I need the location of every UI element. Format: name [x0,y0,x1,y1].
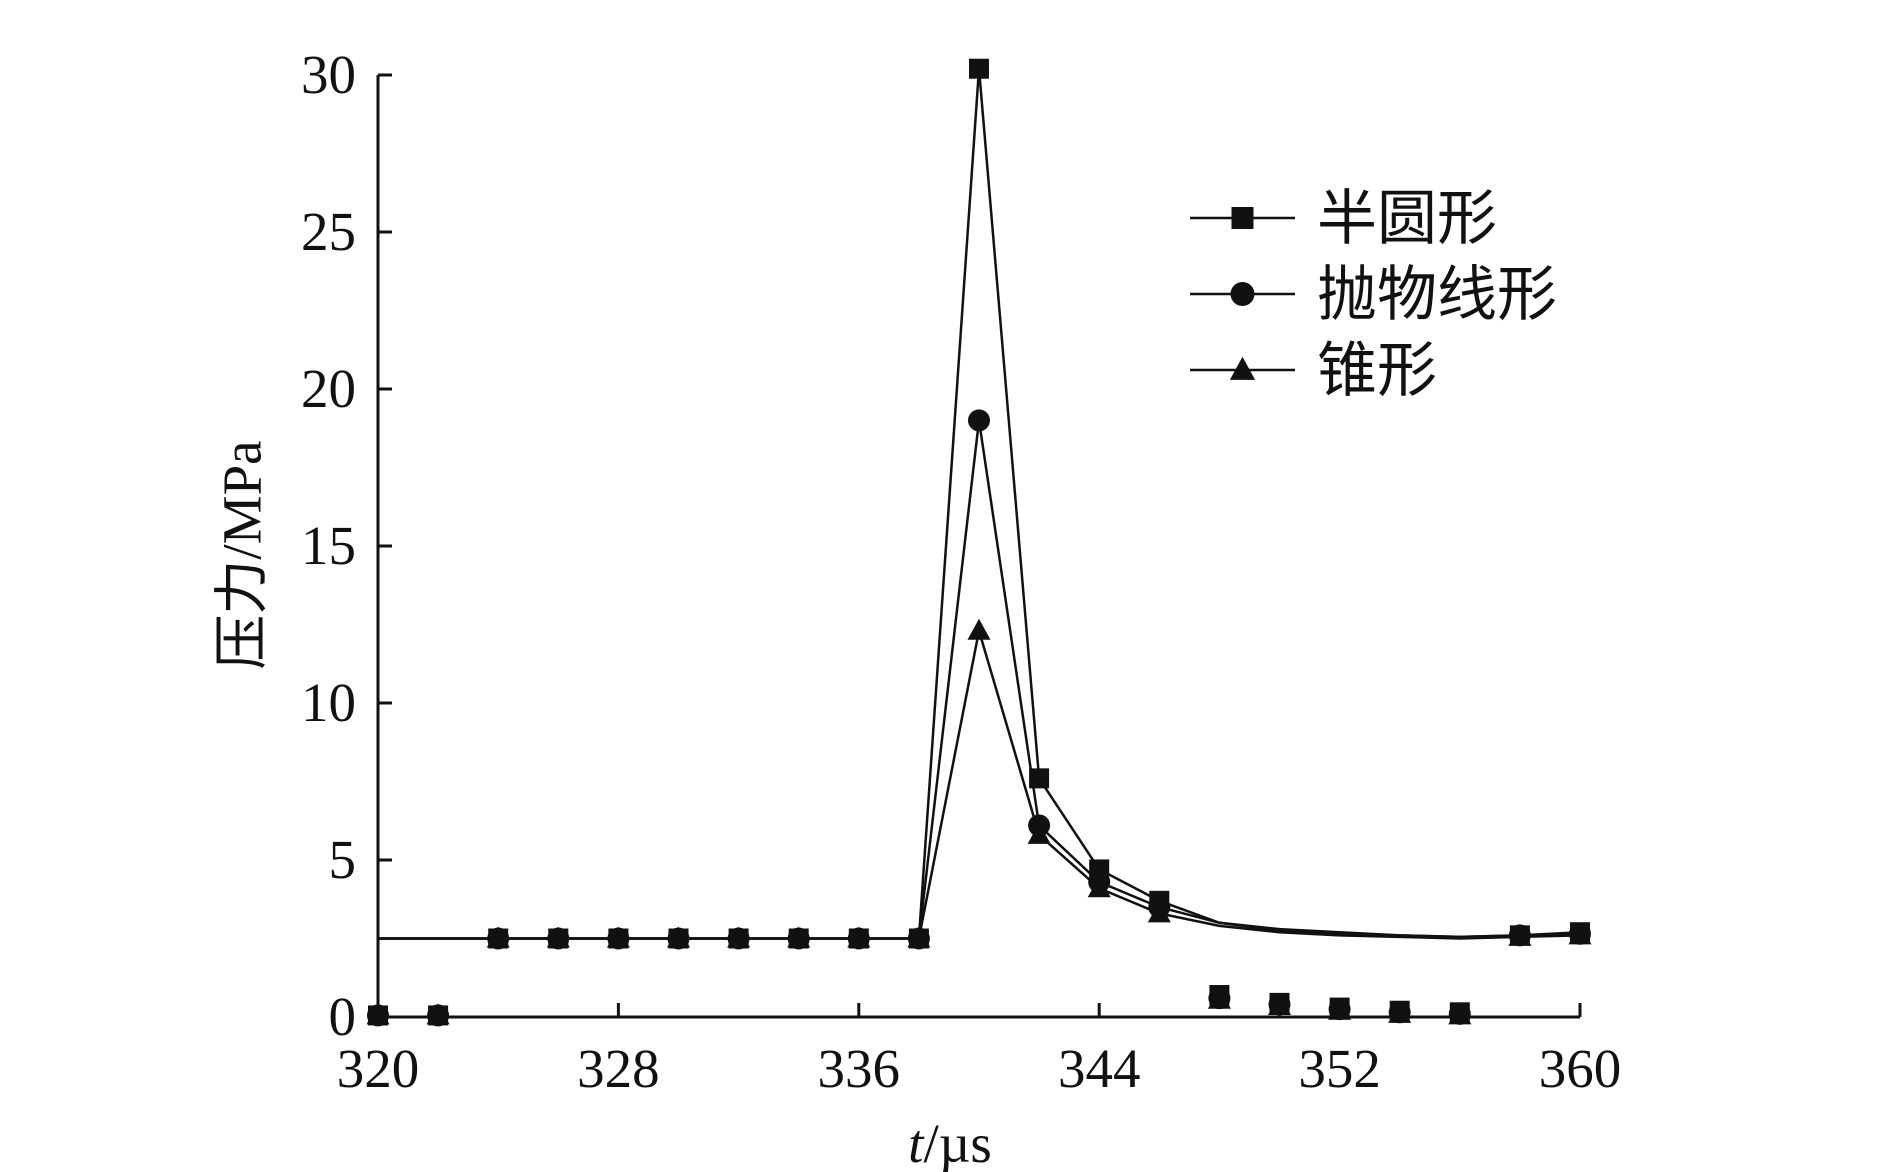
legend-label: 半圆形 [1317,186,1497,252]
data-point [368,1005,388,1026]
data-point [968,409,990,432]
x-tick-label: 328 [577,1038,660,1099]
series-triangle [366,618,1592,1025]
data-point [608,928,629,949]
data-point [969,58,989,79]
data-point [548,928,569,949]
data-point [1269,992,1290,1013]
data-point [1209,985,1230,1006]
data-point [428,1005,449,1026]
legend-marker [1229,356,1256,380]
y-tick-label: 25 [301,201,356,262]
y-tick-label: 5 [329,829,357,890]
legend-item: 抛物线形 [1190,262,1557,328]
data-point [728,928,749,949]
x-tick-label: 320 [337,1038,420,1099]
series-line [378,420,1581,940]
data-point [1028,814,1051,837]
series-line [378,630,1581,940]
y-tick-label: 15 [301,515,356,576]
data-point [967,618,991,640]
data-point [1089,859,1110,880]
y-tick-label: 30 [301,44,356,105]
data-point [1389,1000,1410,1021]
x-tick-label: 360 [1539,1038,1622,1099]
y-tick-label: 20 [301,358,356,419]
data-point [788,928,809,949]
data-point [1029,768,1050,789]
data-point [848,928,869,949]
x-tick-label: 336 [818,1038,901,1099]
x-tick-label: 344 [1058,1038,1141,1099]
legend-label: 抛物线形 [1317,262,1557,328]
data-point [908,928,929,949]
y-ticks: 0 5 10 15 20 25 30 [301,44,392,1047]
series-layer [366,58,1592,1027]
x-tick-label: 352 [1298,1038,1381,1099]
series-square [368,58,1590,1026]
data-point [1149,890,1170,911]
data-point [1570,922,1590,943]
data-point [1329,997,1350,1018]
legend-marker [1231,207,1254,229]
legend-marker [1230,282,1255,306]
data-point [488,928,509,949]
x-axis-label-unit: /µs [923,1113,991,1172]
y-tick-label: 0 [329,986,357,1047]
y-axis-label: 压力/MPa [212,440,273,669]
x-axis-label: t/µs [908,1113,992,1172]
x-ticks: 320 328 336 344 352 360 [337,1003,1622,1099]
legend-item: 半圆形 [1190,186,1497,252]
data-point [1509,925,1530,946]
data-point [668,928,689,949]
y-tick-label: 10 [301,672,356,733]
data-point [1449,1002,1470,1023]
x-axis-label-symbol: t [908,1113,925,1172]
legend-item: 锥形 [1190,338,1437,404]
legend-label: 锥形 [1317,338,1437,404]
